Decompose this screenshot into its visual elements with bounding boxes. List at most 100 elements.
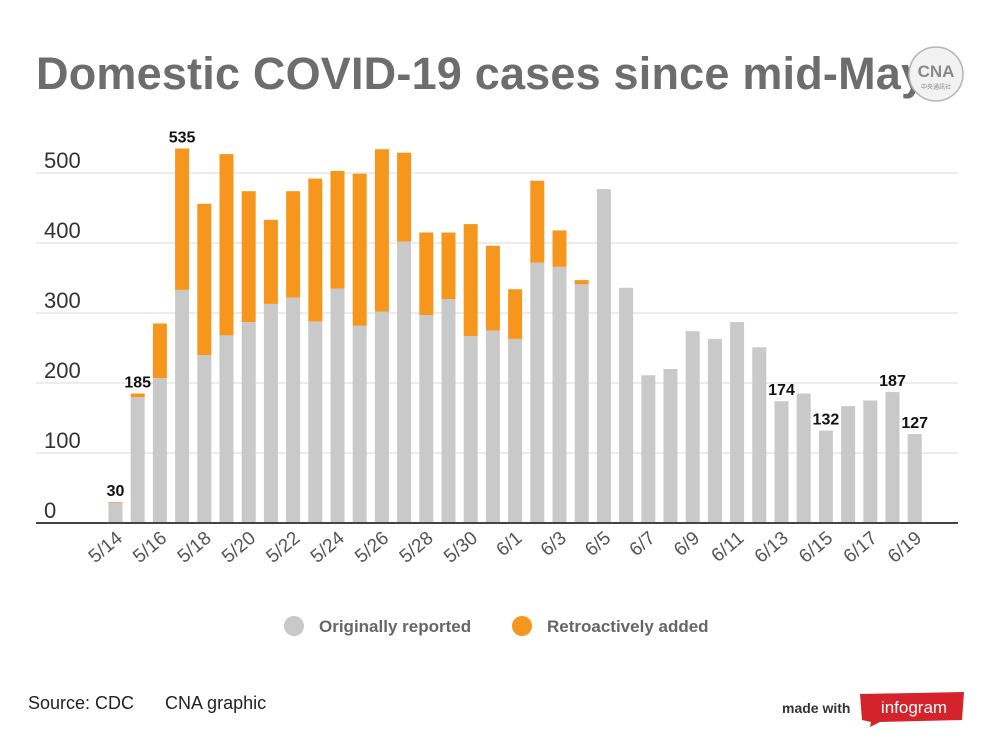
- cna-logo-icon: CNA 中央通訊社: [908, 46, 964, 102]
- bar-retro-5/20: [241, 191, 256, 323]
- bar-retro-5/21: [263, 219, 278, 304]
- x-tick-label: 5/30: [440, 528, 482, 568]
- legend-swatch-original: [284, 616, 304, 636]
- bar-retro-5/15: [130, 393, 145, 397]
- bar-original-5/21: [263, 303, 278, 523]
- legend-swatch-retro: [512, 616, 532, 636]
- bar-retro-5/17: [175, 148, 190, 290]
- bar-retro-5/14: [108, 502, 123, 503]
- bar-retro-6/2: [530, 180, 545, 263]
- bar-original-5/31: [485, 330, 500, 523]
- legend-label: Originally reported: [319, 617, 471, 636]
- bar-original-5/24: [330, 288, 345, 523]
- bar-original-5/29: [441, 299, 456, 523]
- bar-retro-5/30: [463, 224, 478, 337]
- y-tick-label: 0: [44, 498, 56, 523]
- source-text: Source: CDC: [28, 693, 135, 713]
- bar-original-5/25: [352, 325, 367, 523]
- y-axis-ticks: 0 100 200 300 400 500: [44, 148, 81, 523]
- bar-retro-5/18: [197, 203, 212, 355]
- bar-retro-5/24: [330, 170, 345, 289]
- bar-original-5/30: [463, 336, 478, 523]
- bars: [108, 148, 922, 523]
- bar-original-5/28: [419, 315, 434, 523]
- bar-original-5/22: [286, 297, 301, 523]
- x-tick-label: 5/24: [307, 527, 349, 567]
- svg-text:中央通訊社: 中央通訊社: [921, 83, 951, 91]
- legend: Originally reported Retroactively added: [284, 616, 709, 636]
- bar-retro-6/3: [552, 230, 567, 267]
- x-tick-label: 6/1: [493, 528, 527, 561]
- data-label-5/14: 30: [107, 483, 125, 500]
- bar-original-5/27: [397, 241, 412, 523]
- bar-retro-5/31: [485, 245, 500, 331]
- bar-retro-5/19: [219, 154, 234, 336]
- data-label-6/19: 127: [901, 415, 928, 432]
- bar-original-6/8: [663, 369, 678, 523]
- bar-original-5/26: [374, 311, 389, 523]
- bar-original-6/16: [841, 406, 856, 523]
- bar-retro-5/29: [441, 232, 456, 299]
- bar-original-6/17: [863, 400, 878, 523]
- bar-retro-5/16: [152, 323, 167, 379]
- bar-original-5/17: [175, 289, 190, 523]
- bar-retro-5/25: [352, 173, 367, 326]
- bar-original-6/18: [885, 392, 900, 523]
- bar-original-6/13: [774, 401, 789, 523]
- bar-retro-5/23: [308, 178, 323, 322]
- x-tick-label: 5/20: [218, 528, 260, 568]
- data-label-5/17: 535: [169, 130, 196, 147]
- x-tick-label: 5/14: [85, 527, 127, 567]
- bar-original-6/6: [619, 287, 634, 523]
- legend-label: Retroactively added: [547, 617, 709, 636]
- bar-original-6/15: [818, 430, 833, 523]
- bar-original-5/16: [152, 378, 167, 523]
- bar-original-6/19: [907, 434, 922, 523]
- bar-retro-6/1: [508, 289, 523, 339]
- made-with-text: made with: [782, 700, 851, 716]
- bar-original-5/15: [130, 397, 145, 523]
- x-axis-ticks: 5/14 5/16 5/18 5/20 5/22 5/24 5/26 5/28 5/30 6/1 6…: [85, 527, 926, 567]
- y-tick-label: 300: [44, 288, 81, 313]
- x-tick-label: 6/3: [537, 528, 571, 561]
- bar-original-6/12: [752, 347, 767, 523]
- bar-original-5/14: [108, 502, 123, 523]
- bar-original-5/20: [241, 322, 256, 523]
- bar-original-6/3: [552, 266, 567, 523]
- source-line: Source: CDC CNA graphic: [28, 693, 292, 714]
- bar-original-6/7: [641, 375, 656, 523]
- x-tick-label: 5/28: [396, 528, 438, 568]
- bar-original-6/14: [796, 393, 811, 523]
- x-tick-label: 6/7: [626, 528, 660, 561]
- x-tick-label: 6/19: [884, 528, 926, 568]
- data-labels: 30 185 535 174 132 187 127: [107, 130, 929, 501]
- y-tick-label: 500: [44, 148, 81, 173]
- bar-original-6/11: [730, 322, 745, 523]
- bar-original-6/4: [574, 284, 589, 523]
- data-label-6/18: 187: [879, 373, 906, 390]
- x-tick-label: 6/13: [751, 528, 793, 568]
- x-tick-label: 5/26: [351, 528, 393, 568]
- y-tick-label: 100: [44, 428, 81, 453]
- bar-original-5/18: [197, 355, 212, 523]
- infogram-badge: infogram: [860, 692, 964, 727]
- data-label-5/15: 185: [124, 375, 151, 392]
- svg-text:CNA: CNA: [918, 62, 955, 81]
- bar-original-6/1: [508, 338, 523, 523]
- bar-original-6/5: [596, 189, 611, 523]
- y-tick-label: 200: [44, 358, 81, 383]
- bar-original-5/19: [219, 335, 234, 523]
- svg-text:infogram: infogram: [881, 698, 947, 717]
- x-tick-label: 5/22: [262, 528, 304, 568]
- credit-text: CNA graphic: [165, 693, 267, 713]
- bar-original-6/10: [707, 338, 722, 523]
- x-tick-label: 6/9: [670, 528, 704, 561]
- chart-title: Domestic COVID-19 cases since mid-May: [36, 48, 927, 99]
- bar-retro-5/28: [419, 232, 434, 316]
- data-label-6/15: 132: [813, 412, 840, 429]
- x-tick-label: 6/17: [840, 528, 882, 568]
- x-tick-label: 6/5: [581, 528, 615, 561]
- x-tick-label: 5/16: [129, 528, 171, 568]
- x-tick-label: 6/11: [708, 528, 749, 567]
